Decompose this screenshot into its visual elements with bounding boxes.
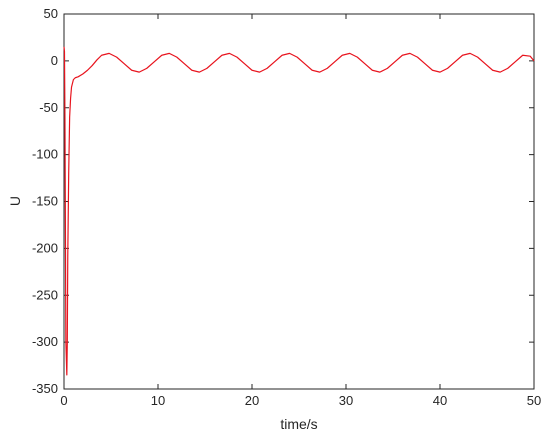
y-tick-label: -50	[39, 100, 58, 115]
x-tick-label: 20	[245, 393, 259, 408]
y-tick-label: -350	[32, 381, 58, 396]
x-tick-label: 30	[339, 393, 353, 408]
y-axis-label: U	[7, 196, 23, 206]
y-tick-label: 0	[51, 53, 58, 68]
plot-area	[63, 13, 535, 390]
x-tick-label: 50	[527, 393, 541, 408]
series-line	[63, 46, 535, 376]
y-tick-label: 50	[44, 6, 58, 21]
series-group	[63, 46, 535, 376]
y-tick-label: -250	[32, 287, 58, 302]
y-tick-label: -100	[32, 147, 58, 162]
x-tick-label: 10	[151, 393, 165, 408]
x-tick-label: 40	[433, 393, 447, 408]
x-tick-label: 0	[60, 393, 67, 408]
y-tick-label: -300	[32, 334, 58, 349]
y-tick-label: -200	[32, 240, 58, 255]
x-axis-label: time/s	[280, 416, 317, 432]
tick-labels: 0 10 20 30 40 50 50 0 -50 -100 -150 -200 -250 -300 -35…	[32, 6, 541, 408]
y-tick-label: -150	[32, 194, 58, 209]
